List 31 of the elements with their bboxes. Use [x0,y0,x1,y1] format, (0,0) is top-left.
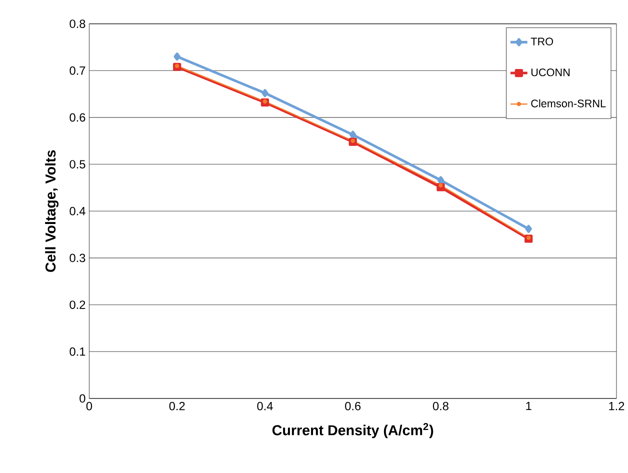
x-axis-title: Current Density (A/cm$^{2}$) [272,423,434,438]
y-tick-label: 0.7 [70,66,86,75]
x-tick-label: 0.6 [345,402,361,410]
y-tick-label: 0 [80,394,86,403]
legend-label: UCONN [531,68,570,76]
point [350,138,355,144]
legend-label: Clemson-SRNL [531,99,606,108]
point [437,176,444,184]
point [174,64,180,68]
point [525,224,532,234]
x-tick-label: 0 [86,402,92,410]
point [438,183,443,188]
x-tick-label: 1 [526,402,532,410]
point [349,130,356,139]
x-tick-label: 0.2 [169,402,185,410]
y-tick-label: 0.8 [70,20,86,28]
x-tick-label: 0.8 [432,402,448,410]
y-tick-label: 0.4 [70,207,86,216]
y-tick-label: 0.6 [70,113,86,122]
legend-label: TRO [530,38,554,46]
y-tick-label: 0.5 [70,160,86,169]
point [174,52,180,61]
point [526,236,531,240]
x-tick-label: 1.2 [609,402,624,410]
y-tick-label: 0.2 [70,300,86,310]
x-tick-label: 0.4 [257,402,273,410]
point [262,100,268,104]
y-tick-label: 0.3 [70,254,86,262]
y-axis-title: Cell Voltage, Volts [45,150,59,272]
y-tick-label: 0.1 [70,348,86,356]
point [262,89,268,98]
